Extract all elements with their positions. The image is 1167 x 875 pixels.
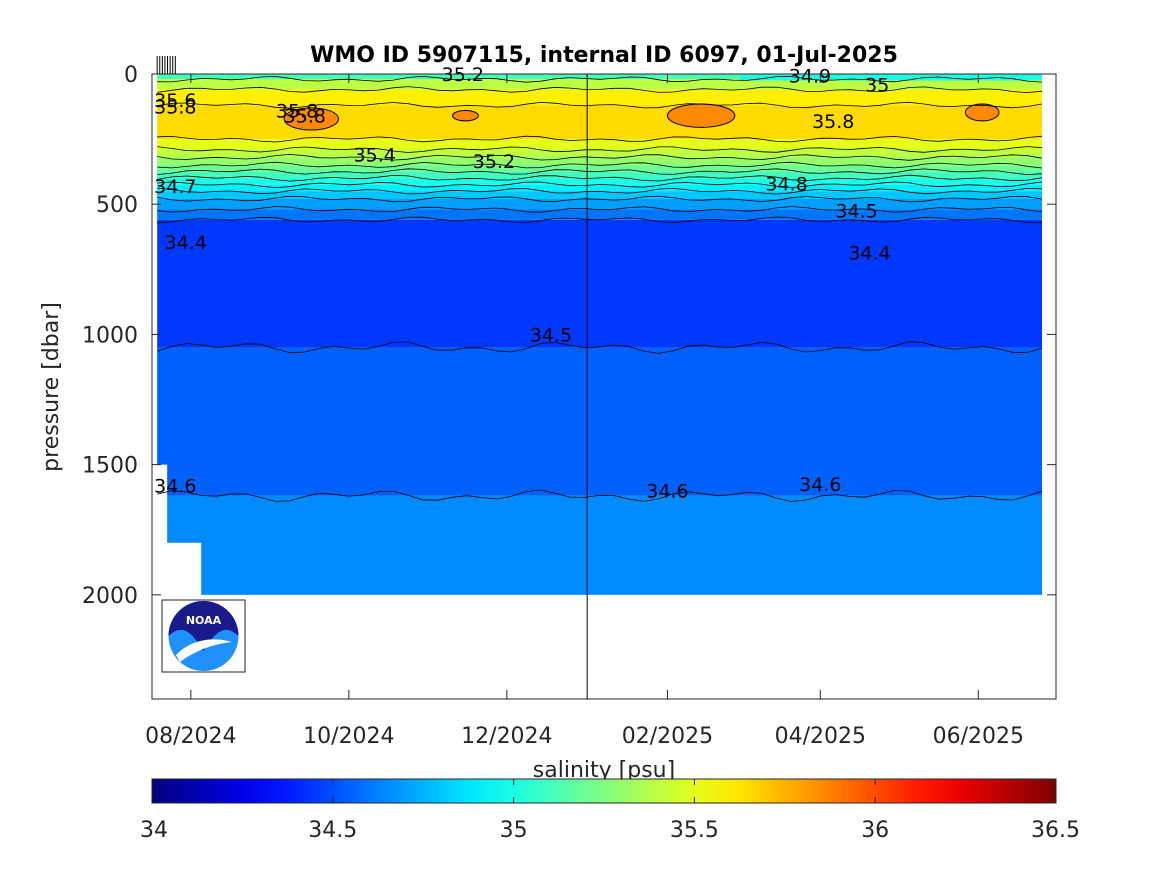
logo-text: NOAA bbox=[186, 614, 222, 627]
contour-label: 35.8 bbox=[276, 100, 318, 122]
noaa-logo: NOAA bbox=[161, 599, 246, 673]
colorbar-tick-label: 36 bbox=[861, 818, 889, 843]
salinity-band bbox=[157, 191, 1042, 199]
contour-line bbox=[157, 341, 1043, 354]
contour-label: 34.7 bbox=[154, 176, 196, 198]
salinity-band bbox=[157, 495, 1042, 595]
x-axis: 08/2024 10/2024 12/2024 02/2025 04/2025 06/20… bbox=[145, 74, 1024, 749]
logo-bird bbox=[176, 639, 232, 662]
contour-line bbox=[157, 489, 1043, 502]
contour-line bbox=[157, 75, 1043, 83]
contour-label: 34.4 bbox=[848, 242, 890, 264]
contour-line bbox=[157, 174, 1043, 182]
surface-low-salinity-area bbox=[739, 74, 1042, 81]
contour-label: 35.8 bbox=[812, 111, 854, 133]
colorbar-tick-label: 34.5 bbox=[308, 818, 357, 843]
salinity-band bbox=[157, 199, 1042, 210]
contour-line bbox=[157, 86, 1043, 94]
contour-label: 34.8 bbox=[765, 173, 807, 195]
contour-label: 35.8 bbox=[284, 106, 326, 128]
salinity-band bbox=[157, 171, 1042, 179]
high-salinity-patch bbox=[283, 107, 339, 131]
y-tick-label: 2000 bbox=[82, 584, 138, 609]
salinity-band bbox=[157, 347, 1042, 496]
x-tick-label: 04/2025 bbox=[775, 724, 866, 749]
contour-line bbox=[157, 101, 1043, 109]
contour-lines bbox=[157, 75, 1043, 502]
colorbar bbox=[151, 778, 1057, 804]
colorbar-tick-label: 35.5 bbox=[670, 818, 719, 843]
salinity-section-field bbox=[155, 74, 1042, 597]
colorbar-ticks: 34 34.5 35 35.5 36 36.5 bbox=[140, 779, 1080, 843]
y-axis: 0 500 1000 1500 2000 bbox=[82, 63, 1056, 609]
x-tick-label: 02/2025 bbox=[622, 724, 713, 749]
contour-label: 34.5 bbox=[835, 201, 877, 223]
colorbar-tick-label: 34 bbox=[140, 818, 168, 843]
high-salinity-patch bbox=[451, 109, 479, 122]
salinity-band bbox=[157, 184, 1042, 192]
contour-line bbox=[157, 187, 1043, 195]
salinity-band bbox=[157, 209, 1042, 220]
salinity-band bbox=[157, 74, 1042, 80]
x-tick-label: 12/2024 bbox=[461, 724, 552, 749]
y-tick-label: 0 bbox=[124, 63, 138, 88]
missing-data-area bbox=[155, 542, 202, 597]
contour-line bbox=[157, 195, 1043, 203]
contour-label: 35.6 bbox=[154, 90, 196, 112]
y-tick-label: 1500 bbox=[82, 454, 138, 479]
contour-line bbox=[157, 146, 1043, 153]
salinity-band bbox=[157, 149, 1042, 158]
contour-line bbox=[157, 135, 1043, 143]
contour-label: 35 bbox=[865, 74, 889, 96]
y-tick-label: 1000 bbox=[82, 323, 138, 348]
contour-label: 35.8 bbox=[154, 97, 196, 119]
salinity-band bbox=[157, 139, 1042, 150]
salinity-band bbox=[157, 79, 1042, 90]
contour-line bbox=[157, 206, 1043, 213]
contour-label: 34.5 bbox=[530, 324, 572, 346]
contour-label: 35.2 bbox=[442, 64, 484, 86]
salinity-band bbox=[157, 178, 1042, 185]
x-tick-label: 10/2024 bbox=[303, 724, 394, 749]
salinity-band bbox=[157, 165, 1042, 172]
colorbar-tick-label: 35 bbox=[500, 818, 528, 843]
logo-upper-half bbox=[168, 601, 239, 651]
contour-label: 34.9 bbox=[789, 65, 831, 87]
contour-label: 34.6 bbox=[646, 481, 688, 503]
x-tick-label: 08/2024 bbox=[145, 724, 236, 749]
chart-title: WMO ID 5907115, internal ID 6097, 01-Jul… bbox=[310, 43, 898, 68]
contour-line bbox=[157, 153, 1043, 161]
contour-label: 34.6 bbox=[799, 474, 841, 496]
salinity-band bbox=[157, 157, 1042, 166]
high-salinity-patch bbox=[666, 103, 736, 128]
contour-label: 35.4 bbox=[354, 145, 396, 167]
contour-line bbox=[157, 181, 1043, 189]
contour-line bbox=[157, 216, 1042, 224]
plot-axes-box bbox=[151, 73, 1057, 700]
y-tick-label: 500 bbox=[96, 193, 138, 218]
contour-label: 34.6 bbox=[154, 475, 196, 497]
colorbar-tick-label: 36.5 bbox=[1031, 818, 1080, 843]
contour-line bbox=[157, 168, 1043, 176]
contour-line bbox=[157, 161, 1043, 169]
contour-label: 35.2 bbox=[473, 151, 515, 173]
x-tick-label: 06/2025 bbox=[933, 724, 1024, 749]
profile-tick-marks bbox=[156, 56, 176, 74]
y-axis-label: pressure [dbar] bbox=[39, 302, 64, 472]
salinity-band bbox=[157, 219, 1042, 348]
salinity-band bbox=[157, 89, 1042, 106]
contour-label: 34.4 bbox=[165, 232, 207, 254]
high-salinity-patch bbox=[964, 103, 1000, 122]
